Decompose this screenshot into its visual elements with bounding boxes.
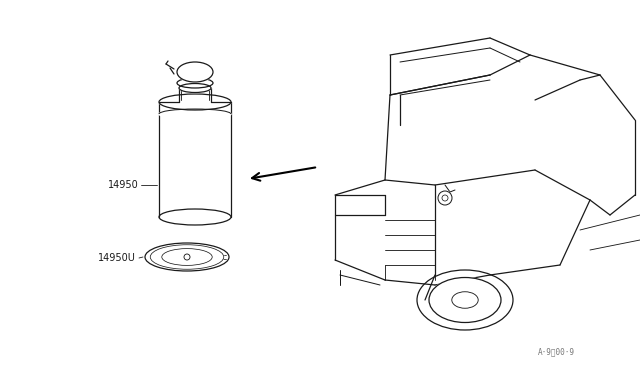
Circle shape xyxy=(438,191,452,205)
Ellipse shape xyxy=(150,245,224,269)
Text: 14950U: 14950U xyxy=(98,253,136,263)
Ellipse shape xyxy=(162,248,212,265)
Ellipse shape xyxy=(177,62,213,82)
Ellipse shape xyxy=(177,78,213,88)
Ellipse shape xyxy=(179,83,211,93)
Ellipse shape xyxy=(159,209,231,225)
Ellipse shape xyxy=(452,292,478,308)
Ellipse shape xyxy=(159,94,231,110)
Ellipse shape xyxy=(145,243,229,271)
Text: A·9：00·9: A·9：00·9 xyxy=(538,347,575,356)
Text: 14950: 14950 xyxy=(108,180,139,190)
Ellipse shape xyxy=(429,278,501,323)
Ellipse shape xyxy=(159,109,231,119)
